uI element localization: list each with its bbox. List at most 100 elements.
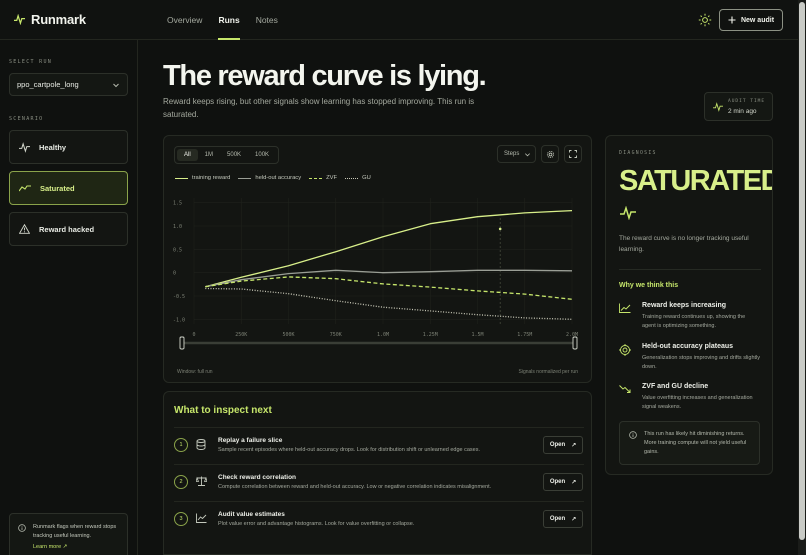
x-tick-label: 1.0M (377, 332, 389, 338)
legend-item[interactable]: held-out accuracy (238, 175, 301, 181)
pulse-icon (713, 102, 723, 112)
run-select[interactable]: ppo_cartpole_long (9, 73, 128, 96)
external-link-icon: ↗ (62, 544, 68, 550)
diagnosis-note: This run has likely hit diminishing retu… (619, 421, 760, 465)
inspect-next-card: What to inspect next 1 Replay a failure … (163, 391, 592, 555)
reason-desc: Value overfitting increases and generali… (642, 395, 753, 410)
open-button[interactable]: Open ↗ (543, 510, 583, 528)
step-title: Audit value estimates (218, 511, 285, 518)
y-tick-label: 0.5 (173, 247, 182, 253)
x-tick-label: 1.25M (423, 332, 438, 338)
chart-expand-button[interactable] (564, 145, 582, 163)
external-link-icon: ↗ (571, 479, 577, 486)
reason-title: Reward keeps increasing (642, 302, 727, 309)
select-run-label: SELECT RUN (9, 59, 53, 65)
series-line (205, 276, 573, 300)
step-desc: Compute correlation between reward and h… (218, 484, 492, 490)
nav-runs[interactable]: Runs (218, 0, 240, 40)
scenario-label-saturated: Saturated (40, 183, 75, 193)
x-tick-label: 500K (282, 332, 294, 338)
scenario-label-reward-hacked: Reward hacked (39, 224, 95, 234)
legend-item[interactable]: ZVF (309, 175, 337, 181)
app-logo[interactable]: Runmark (14, 12, 86, 27)
expand-icon (569, 150, 577, 158)
diagnosis-verdict: SATURATED (619, 165, 773, 197)
database-icon (196, 439, 206, 450)
trend-up-icon (619, 303, 631, 313)
range-tabs: All 1M 500K 100K (174, 146, 280, 164)
y-tick-label: -1.0 (173, 317, 185, 323)
range-tab-100k[interactable]: 100K (255, 152, 270, 158)
diagnosis-label: DIAGNOSIS (619, 151, 657, 156)
divider (619, 269, 761, 270)
x-tick-label: 1.75M (517, 332, 532, 338)
diagnosis-description: The reward curve is no longer tracking u… (619, 235, 749, 253)
trend-flat-icon (19, 185, 31, 192)
scenario-healthy[interactable]: Healthy (9, 130, 128, 164)
chart-settings-button[interactable] (541, 145, 559, 163)
legend-item[interactable]: GU (345, 175, 371, 181)
diagnosis-note-text: This run has likely hit diminishing retu… (644, 431, 747, 455)
open-button[interactable]: Open ↗ (543, 473, 583, 491)
y-tick-label: -0.5 (173, 294, 185, 300)
x-tick-label: 750K (330, 332, 342, 338)
plus-icon (728, 16, 736, 24)
line-chart-icon (196, 513, 207, 523)
page-scrollbar[interactable] (798, 0, 806, 555)
sidebar-note-text: Runmark flags when reward stops tracking… (33, 524, 117, 539)
x-tick-label: 1.5M (471, 332, 483, 338)
info-icon (629, 431, 637, 439)
range-slider-handle-left[interactable] (179, 336, 185, 350)
scale-icon (196, 476, 207, 486)
sidebar (0, 40, 138, 555)
trend-down-icon (619, 385, 631, 393)
nav-overview[interactable]: Overview (167, 15, 203, 25)
chart-legend: training reward held-out accuracy ZVF GU (175, 175, 371, 181)
reward-chart[interactable]: 1.5 1.0 0.5 0 -0.5 -1.0 0 250K 500K 750K 1.0M 1.25M… (164, 186, 593, 368)
audit-time-label: AUDIT TIME (728, 99, 766, 104)
run-select-value: ppo_cartpole_long (17, 80, 79, 89)
sun-icon (698, 13, 712, 27)
audit-time-value: 2 min ago (728, 108, 757, 115)
step-desc: Plot value error and advantage histogram… (218, 521, 415, 527)
scrollbar-thumb[interactable] (799, 2, 805, 540)
reason-title: Held-out accuracy plateaus (642, 343, 734, 350)
step-desc: Sample recent episodes where held-out ac… (218, 447, 481, 453)
marker-point (498, 227, 502, 231)
range-tab-500k[interactable]: 500K (227, 152, 242, 158)
x-axis-select[interactable]: Steps (497, 145, 536, 163)
scenario-reward-hacked[interactable]: Reward hacked (9, 212, 128, 246)
y-tick-label: 0 (173, 271, 176, 277)
x-tick-label: 2.0M (566, 332, 578, 338)
range-tab-all[interactable]: All (177, 149, 198, 161)
x-tick-label: 0 (192, 332, 195, 338)
new-audit-button[interactable]: New audit (719, 9, 783, 31)
open-button[interactable]: Open ↗ (543, 436, 583, 454)
legend-label: GU (362, 175, 371, 181)
reason-desc: Generalization stops improving and drift… (642, 355, 761, 370)
legend-label: ZVF (326, 175, 338, 181)
new-audit-label: New audit (740, 16, 775, 24)
range-tab-1m[interactable]: 1M (204, 152, 214, 158)
why-title: Why we think this (619, 282, 679, 289)
info-icon (18, 524, 26, 532)
audit-time-badge: AUDIT TIME 2 min ago (704, 92, 773, 121)
inspect-step: 1 Replay a failure slice Sample recent e… (174, 427, 584, 461)
external-link-icon: ↗ (571, 442, 577, 449)
warning-icon (19, 224, 30, 234)
scenario-label: SCENARIO (9, 116, 44, 122)
scenario-saturated[interactable]: Saturated (9, 171, 128, 205)
theme-toggle-button[interactable] (698, 13, 712, 27)
nav-notes[interactable]: Notes (255, 15, 278, 25)
learn-more-link[interactable]: Learn more ↗ (33, 544, 68, 550)
legend-item[interactable]: training reward (175, 175, 230, 181)
legend-label: training reward (192, 175, 231, 181)
range-slider-handle-right[interactable] (572, 336, 578, 350)
reason-title: ZVF and GU decline (642, 383, 709, 390)
inspect-title: What to inspect next (174, 405, 272, 416)
external-link-icon: ↗ (571, 516, 577, 523)
step-title: Check reward correlation (218, 474, 297, 481)
target-icon (619, 344, 631, 356)
chart-normalization-note: Signals normalized per run (518, 369, 578, 375)
scenario-label-healthy: Healthy (39, 142, 67, 152)
